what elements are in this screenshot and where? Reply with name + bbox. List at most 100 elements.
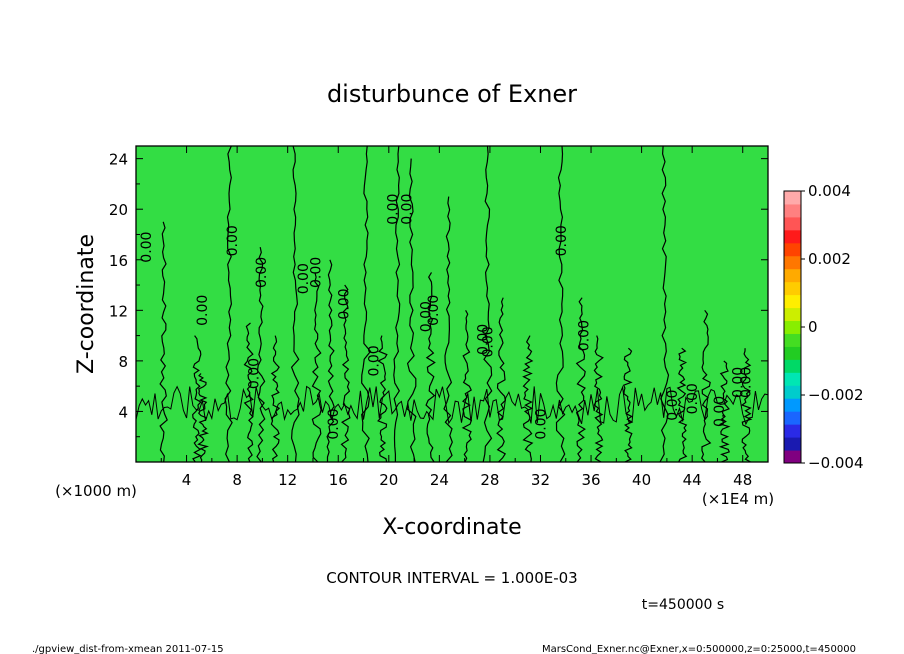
contour-label: 0.00 (309, 257, 325, 288)
contour-line (326, 259, 335, 462)
x-tick-label: 20 (379, 471, 398, 489)
contour-label: 0.00 (685, 383, 701, 414)
contour-label: 0.00 (419, 301, 435, 332)
contour-label: 0.00 (367, 345, 383, 376)
footer-left: ./gpview_dist-from-xmean 2011-07-15 (32, 644, 224, 654)
contour-line (443, 196, 453, 463)
contour-label: 0.00 (665, 390, 681, 421)
contour-line (290, 145, 300, 463)
contour-line (243, 322, 254, 463)
colorbar-swatch (784, 255, 801, 270)
colorbar-swatch (784, 229, 801, 244)
colorbar: 0.004 0.002 0 −0.002 −0.004 (783, 182, 864, 472)
contour-interval-text: CONTOUR INTERVAL = 1.000E-03 (326, 569, 577, 587)
colorbar-swatch (784, 411, 801, 425)
contour-line (575, 297, 586, 463)
colorbar-swatch (784, 437, 801, 451)
colorbar-swatch (784, 450, 801, 464)
contour-line (461, 310, 473, 463)
plot-frame (135, 145, 769, 463)
chart-title: disturbunce of Exner (327, 80, 577, 108)
contour-label: 0.00 (534, 408, 550, 439)
contour-line (311, 272, 322, 463)
contour-line (377, 335, 388, 463)
contour-line (425, 272, 436, 463)
contour-label: 0.00 (225, 225, 241, 256)
contour-label: 0.00 (296, 263, 312, 294)
colorbar-swatch (784, 372, 801, 386)
x-tick-label: 28 (480, 471, 499, 489)
colorbar-swatch (784, 307, 801, 322)
x-tick-label: 24 (430, 471, 449, 489)
colorbar-swatch (784, 320, 801, 334)
colorbar-swatch (784, 191, 801, 205)
contour-label: 0.00 (326, 408, 342, 439)
colorbar-label: −0.004 (808, 454, 864, 472)
colorbar-swatch (784, 268, 801, 283)
x-tick-label: 8 (232, 471, 242, 489)
contour-label: 0.00 (386, 194, 402, 225)
colorbar-label: −0.002 (808, 386, 864, 404)
contour-label: 0.00 (475, 324, 491, 355)
colorbar-swatch (784, 216, 801, 231)
contour-label: 0.00 (738, 367, 754, 398)
contour-line (496, 297, 507, 463)
x-tick-label: 32 (531, 471, 550, 489)
contour-line (593, 335, 604, 463)
contour-line (224, 145, 233, 463)
x-tick-label: 12 (278, 471, 297, 489)
contour-label: 0.00 (195, 295, 211, 326)
contour-label: 0.00 (247, 358, 263, 389)
contour-label: 0.00 (554, 225, 570, 256)
contour-line (700, 309, 712, 463)
colorbar-label: 0.002 (808, 250, 851, 268)
contour-label: 0.00 (139, 232, 155, 263)
contour-line (622, 347, 634, 463)
contour-labels: 0.000.000.000.000.00 0.000.000.000.000.00… (139, 194, 754, 440)
y-tick-label: 8 (118, 353, 128, 371)
contour-label: 0.00 (712, 396, 728, 427)
x-axis: 4 8 12 16 20 24 28 32 36 40 44 48 (160, 146, 752, 489)
contour-line-low (135, 385, 769, 426)
colorbar-swatch (784, 294, 801, 309)
x-tick-label: 4 (182, 471, 192, 489)
colorbar-swatch (784, 203, 801, 218)
contour-line (393, 145, 401, 462)
y-tick-label: 20 (109, 201, 128, 219)
x-tick-label: 48 (733, 471, 752, 489)
footer-right: MarsCond_Exner.nc@Exner,x=0:500000,z=0:2… (542, 644, 856, 654)
contour-line (340, 284, 351, 463)
x-tick-label: 40 (632, 471, 651, 489)
colorbar-swatch (784, 385, 801, 399)
contour-lines (135, 145, 769, 463)
colorbar-swatch (784, 281, 801, 296)
colorbar-swatch (784, 424, 801, 438)
colorbar-swatch (784, 359, 801, 373)
x-tick-label: 36 (581, 471, 600, 489)
colorbar-label: 0 (808, 318, 818, 336)
colorbar-swatch (784, 346, 801, 360)
contour-label: 0.00 (577, 320, 593, 351)
colorbar-swatch (784, 333, 801, 347)
y-tick-label: 4 (118, 403, 128, 421)
contour-label: 0.00 (480, 326, 496, 357)
x-axis-label: X-coordinate (382, 515, 521, 540)
y-axis: 4 8 12 16 20 24 (109, 151, 768, 438)
contour-label: 0.00 (254, 257, 270, 288)
contour-line (718, 360, 731, 463)
x-tick-label: 44 (683, 471, 702, 489)
contour-line (256, 246, 266, 463)
contour-line (555, 145, 566, 463)
plot-area: 0.000.000.000.000.00 0.000.000.000.000.00… (135, 145, 769, 463)
contour-label: 0.00 (400, 194, 416, 225)
contour-line (406, 158, 417, 463)
y-tick-label: 12 (109, 302, 128, 320)
contour-line (361, 145, 372, 463)
contour-line (522, 335, 534, 463)
contour-line (676, 347, 688, 463)
contour-line (159, 221, 168, 463)
contour-label: 0.00 (426, 295, 442, 326)
x-unit-left: (×1000 m) (55, 482, 137, 500)
colorbar-swatch (784, 398, 801, 412)
